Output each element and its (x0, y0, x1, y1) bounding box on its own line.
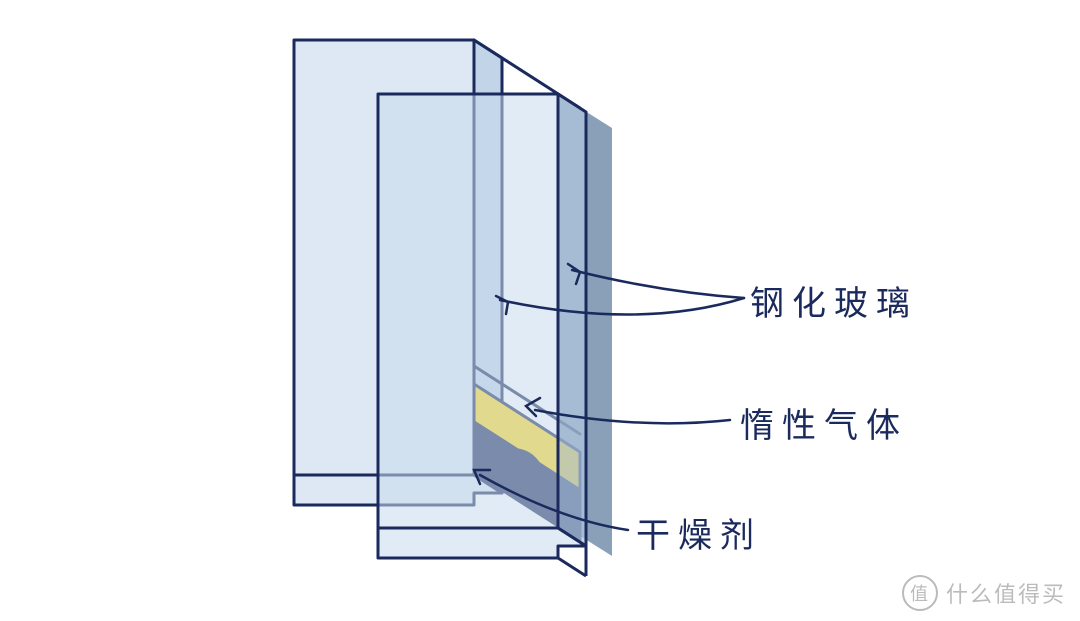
label-desiccant: 干燥剂 (636, 508, 762, 557)
watermark-badge-icon: 值 (902, 575, 938, 611)
label-inert-gas: 惰性气体 (740, 398, 908, 447)
glass-diagram (0, 0, 1080, 621)
front-pane-face (378, 94, 558, 528)
watermark-text: 什么值得买 (946, 577, 1066, 609)
label-tempered-glass: 钢化玻璃 (750, 276, 918, 325)
front-pane-side (558, 94, 586, 546)
watermark: 值 什么值得买 (902, 575, 1066, 611)
front-bottom-step (378, 528, 586, 558)
